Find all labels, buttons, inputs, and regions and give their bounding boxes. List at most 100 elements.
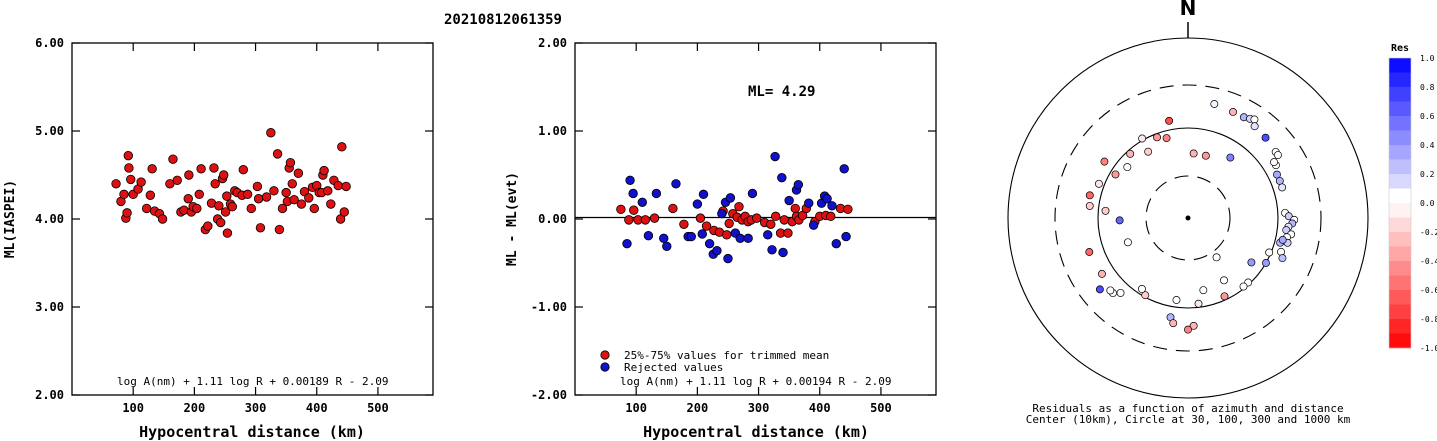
ring-100km: [1097, 127, 1279, 309]
p2-point-a: [649, 213, 660, 223]
p2-point-b: [698, 189, 709, 200]
p2-x-tick-label: 100: [625, 401, 647, 415]
station-point: [1270, 158, 1278, 167]
station-point: [1278, 183, 1287, 192]
station-point: [1201, 151, 1210, 160]
colorbar-tick-label: 0.6: [1420, 112, 1435, 121]
colorbar-cell: [1389, 246, 1411, 262]
p1-axis-ticks: 100 200 300 400 500 2.00 3.00 4.00 5.00 6.00: [35, 36, 433, 415]
station-point: [1111, 170, 1120, 179]
p1-point-a: [168, 154, 178, 164]
ring-1000km: [1007, 37, 1369, 399]
p2-point-b: [692, 199, 703, 209]
p1-point-a: [196, 164, 206, 174]
colorbar-tick-label: -0.4: [1420, 257, 1437, 266]
p1-point-a: [203, 221, 213, 231]
p2-point-b: [662, 241, 672, 251]
p2-point-b: [808, 220, 819, 230]
station-point: [1189, 149, 1198, 158]
residual-colorbar: Res 1.0 0.8 0.6 0.4 0.2 0.0 -0.2 -0.4 -0.6 -0.8 -1…: [1388, 43, 1437, 353]
p1-point-a: [227, 201, 238, 212]
station-point: [1085, 191, 1094, 200]
p2-point-b: [628, 188, 638, 199]
p1-point-a: [147, 164, 157, 174]
p2-point-b: [770, 151, 780, 162]
p1-point-a: [285, 157, 296, 168]
p1-point-a: [253, 194, 264, 204]
p1-point-a: [339, 207, 349, 217]
p2-point-b: [784, 195, 794, 206]
p1-y-tick-label: 3.00: [35, 300, 64, 314]
station-point: [1194, 299, 1203, 308]
p1-point-a: [293, 168, 304, 178]
p1-point-a: [194, 189, 204, 200]
p2-point-a: [766, 219, 776, 229]
colorbar-cell: [1389, 72, 1411, 88]
p2-point-b: [637, 197, 648, 207]
p2-point-a: [752, 213, 762, 223]
station-point: [1275, 176, 1284, 185]
p1-point-a: [157, 214, 168, 224]
station-point: [1229, 108, 1237, 116]
p2-data-points: [616, 151, 853, 264]
colorbar-tick-label: 0.8: [1420, 83, 1435, 92]
colorbar-cell: [1389, 304, 1411, 320]
colorbar-cell: [1389, 58, 1411, 73]
p1-point-a: [326, 199, 336, 209]
p1-point-a: [126, 174, 136, 185]
p2-point-b: [625, 175, 635, 185]
p1-point-a: [145, 190, 156, 200]
p1-point-a: [277, 203, 288, 214]
p2-point-b: [659, 233, 669, 244]
colorbar-frame: [1388, 57, 1412, 349]
station-point: [1199, 286, 1208, 295]
p2-point-a: [695, 213, 706, 223]
p1-point-a: [323, 186, 333, 196]
p2-x-tick-label: 300: [748, 401, 770, 415]
p1-x-tick-label: 100: [122, 401, 144, 415]
colorbar-tick-labels: 1.0 0.8 0.6 0.4 0.2 0.0 -0.2 -0.4 -0.6 -0.8 -1.0: [1420, 54, 1437, 353]
p2-x-tick-label: 400: [809, 401, 831, 415]
p2-legend-accepted-marker: [600, 350, 610, 360]
p2-point-b: [763, 230, 773, 240]
p2-point-b: [622, 238, 632, 249]
station-point: [1085, 201, 1094, 210]
p2-point-b: [725, 193, 736, 203]
station-point: [1261, 133, 1270, 142]
azimuth-distance-panel: N Residuals as a function of azimuth and…: [1007, 0, 1369, 426]
p2-point-a: [779, 215, 789, 225]
station-point: [1226, 153, 1235, 162]
station-point: [1247, 258, 1256, 267]
p2-point-a: [701, 221, 712, 231]
p1-point-a: [184, 170, 194, 180]
colorbar-tick-label: -0.8: [1420, 315, 1437, 324]
colorbar-cell: [1389, 203, 1411, 218]
station-point: [1141, 291, 1150, 300]
p2-y-axis-label: ML - ML(evt): [505, 172, 520, 266]
p2-point-b: [686, 231, 696, 242]
station-point: [1165, 116, 1174, 125]
p1-point-a: [304, 193, 314, 203]
distance-rings: [1007, 37, 1369, 399]
p2-point-b: [735, 233, 745, 244]
p2-y-tick-label: -2.00: [531, 388, 567, 402]
p1-x-tick-label: 200: [184, 401, 206, 415]
p1-point-a: [210, 179, 220, 189]
colorbar-cell: [1389, 333, 1411, 349]
p1-point-a: [136, 177, 146, 187]
p1-point-a: [238, 165, 249, 175]
p1-point-a: [289, 194, 299, 205]
p2-point-b: [697, 229, 707, 239]
p1-point-a: [274, 224, 285, 235]
p1-point-a: [333, 180, 343, 191]
p2-legend-rejected-marker: [600, 362, 610, 372]
station-point: [1250, 122, 1259, 131]
station-point: [1212, 253, 1221, 262]
p1-point-a: [123, 150, 133, 161]
p2-point-a: [624, 215, 634, 225]
p2-point-a: [734, 201, 744, 212]
station-point: [1172, 296, 1181, 304]
colorbar-tick-label: 1.0: [1420, 54, 1435, 63]
colorbar-tick-label: 0.2: [1420, 170, 1435, 179]
